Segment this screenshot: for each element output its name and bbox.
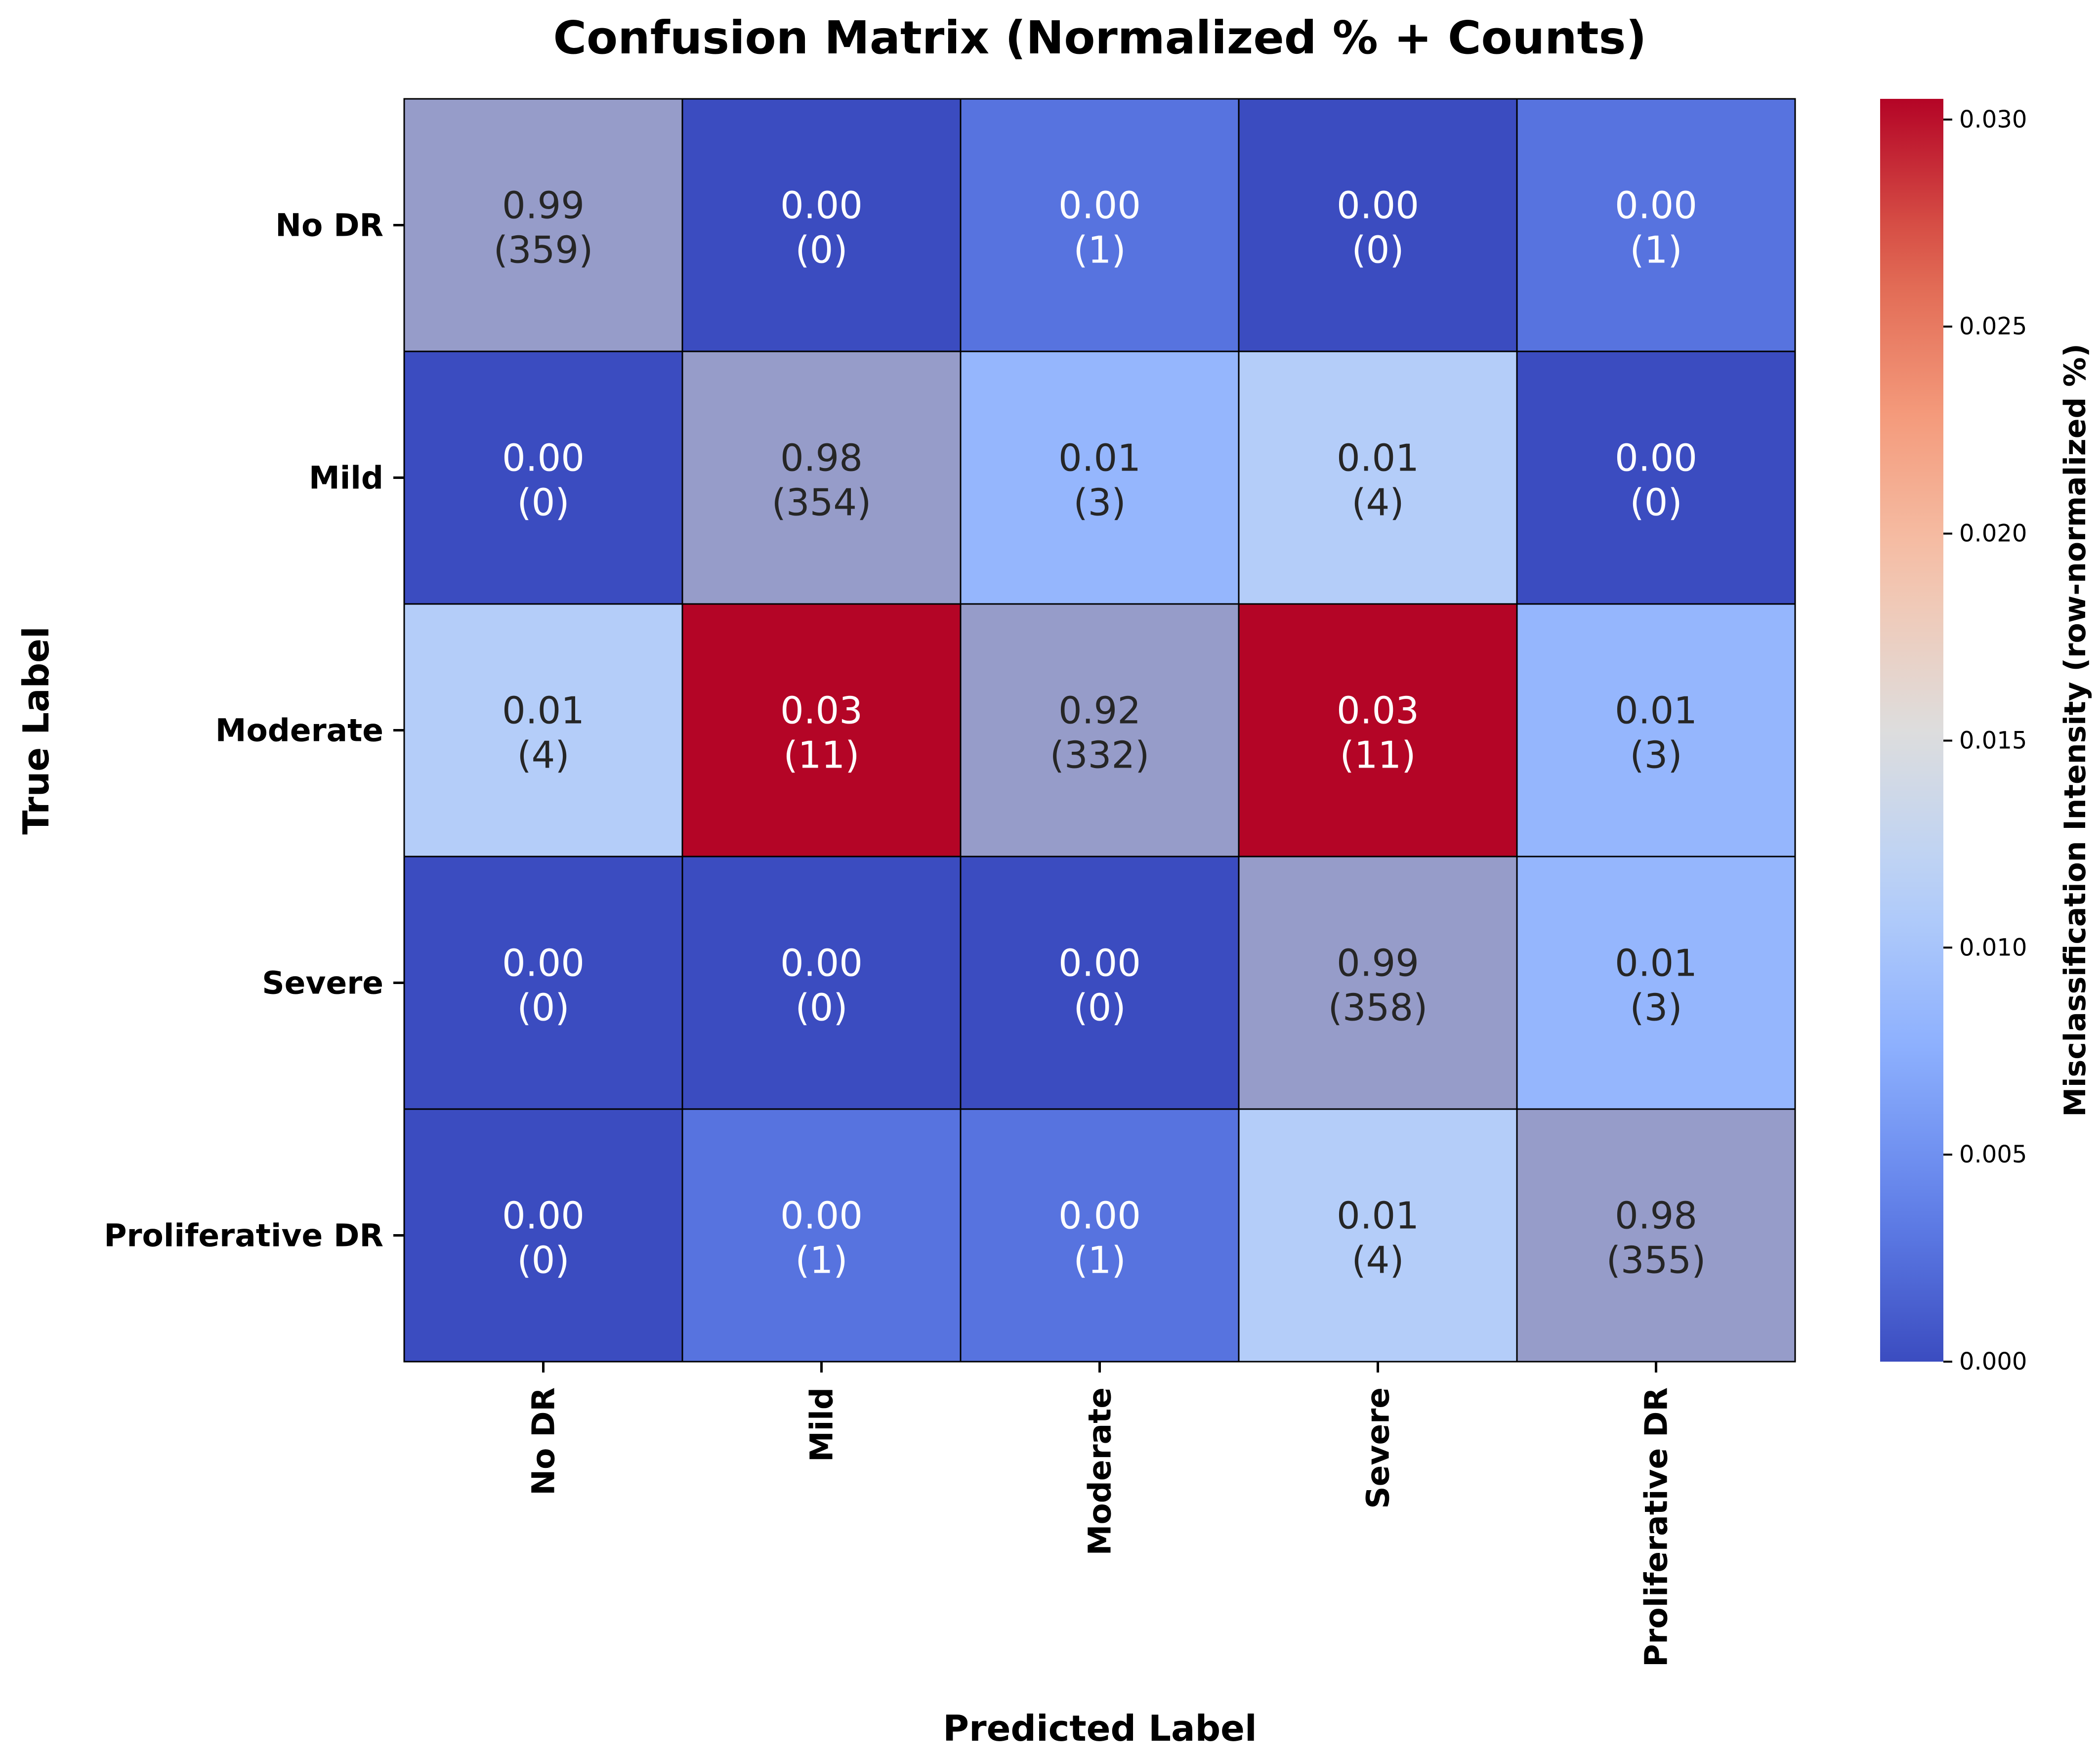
colorbar-tick-label: 0.010 — [1959, 934, 2027, 961]
heatmap-cell — [1238, 856, 1518, 1110]
heatmap-cell — [403, 1108, 683, 1363]
cell-count-label: (0) — [1073, 986, 1126, 1030]
cell-count-label: (1) — [1630, 228, 1682, 272]
cell-count-label: (4) — [517, 733, 569, 777]
cell-count-label: (3) — [1630, 733, 1682, 777]
cell-normalized-label: 0.00 — [502, 1194, 585, 1238]
cell-count-label: (3) — [1073, 481, 1126, 524]
cell-normalized-label: 0.00 — [1058, 942, 1141, 985]
cell-normalized-label: 0.03 — [1337, 689, 1419, 732]
cell-count-label: (11) — [1340, 733, 1416, 777]
colorbar-tick-label: 0.025 — [1959, 313, 2027, 341]
heatmap-cell — [681, 350, 962, 605]
cell-count-label: (332) — [1050, 733, 1150, 777]
cell-normalized-label: 0.00 — [1058, 1194, 1141, 1238]
colorbar-tick-label: 0.030 — [1959, 106, 2027, 133]
x-tick-label: Severe — [1360, 1387, 1396, 1509]
heatmap-grid: 0.99(359)0.00(0)0.00(1)0.00(0)0.00(1)0.0… — [403, 98, 1796, 1363]
cell-count-label: (0) — [795, 228, 847, 272]
x-axis: No DR Mild Moderate Severe Proliferative DR — [526, 1362, 1675, 1667]
cell-normalized-label: 0.00 — [1058, 184, 1141, 227]
y-axis-title: True Label — [15, 626, 57, 834]
cell-normalized-label: 0.00 — [1615, 436, 1697, 480]
y-tick-label: Proliferative DR — [104, 1218, 383, 1254]
cell-normalized-label: 0.92 — [1058, 689, 1141, 732]
cell-normalized-label: 0.00 — [1337, 184, 1419, 227]
cell-count-label: (0) — [795, 986, 847, 1030]
y-tick-label: No DR — [275, 208, 383, 244]
cell-normalized-label: 0.01 — [502, 689, 585, 732]
cell-count-label: (358) — [1328, 986, 1428, 1030]
cell-normalized-label: 0.00 — [502, 436, 585, 480]
heatmap-cell — [1516, 98, 1796, 352]
cell-normalized-label: 0.00 — [780, 1194, 863, 1238]
cell-count-label: (359) — [494, 228, 593, 272]
cell-count-label: (1) — [795, 1239, 847, 1282]
heatmap-cell — [1516, 856, 1796, 1110]
x-tick-label: No DR — [526, 1387, 562, 1496]
cell-normalized-label: 0.01 — [1615, 689, 1697, 732]
heatmap-cell — [403, 350, 683, 605]
cell-count-label: (0) — [517, 986, 569, 1030]
cell-normalized-label: 0.00 — [780, 184, 863, 227]
heatmap-cell — [960, 603, 1240, 858]
colorbar-tick-label: 0.000 — [1959, 1348, 2027, 1375]
heatmap-cell — [1516, 1108, 1796, 1363]
heatmap-cell — [681, 1108, 962, 1363]
cell-count-label: (11) — [784, 733, 860, 777]
cell-count-label: (1) — [1073, 1239, 1126, 1282]
heatmap-cell — [681, 603, 962, 858]
y-axis: No DR Mild Moderate Severe Proliferative DR — [104, 208, 404, 1254]
heatmap-cell — [403, 98, 683, 352]
cell-count-label: (355) — [1606, 1239, 1706, 1282]
cell-normalized-label: 0.98 — [780, 436, 863, 480]
x-axis-title: Predicted Label — [943, 1708, 1257, 1749]
cell-count-label: (3) — [1630, 986, 1682, 1030]
heatmap-cell — [681, 856, 962, 1110]
cell-normalized-label: 0.00 — [780, 942, 863, 985]
cell-normalized-label: 0.01 — [1337, 436, 1419, 480]
x-tick-label: Moderate — [1082, 1387, 1118, 1555]
cell-normalized-label: 0.00 — [502, 942, 585, 985]
y-tick-label: Severe — [262, 965, 383, 1001]
chart-title: Confusion Matrix (Normalized % + Counts) — [553, 11, 1647, 64]
heatmap-cell — [960, 856, 1240, 1110]
cell-count-label: (0) — [517, 1239, 569, 1282]
cell-count-label: (0) — [517, 481, 569, 524]
heatmap-cell — [1238, 603, 1518, 858]
colorbar-tick-label: 0.020 — [1959, 520, 2027, 548]
cell-normalized-label: 0.00 — [1615, 184, 1697, 227]
cell-count-label: (1) — [1073, 228, 1126, 272]
cell-count-label: (4) — [1351, 481, 1404, 524]
cell-normalized-label: 0.01 — [1337, 1194, 1419, 1238]
x-tick-label: Mild — [804, 1387, 840, 1462]
y-tick-label: Mild — [309, 460, 383, 496]
heatmap-cell — [960, 1108, 1240, 1363]
heatmap-cell — [1238, 98, 1518, 352]
heatmap-cell — [1516, 350, 1796, 605]
heatmap-cell — [960, 98, 1240, 352]
cell-normalized-label: 0.01 — [1615, 942, 1697, 985]
cell-count-label: (0) — [1351, 228, 1404, 272]
cell-normalized-label: 0.98 — [1615, 1194, 1697, 1238]
x-tick-label: Proliferative DR — [1638, 1387, 1675, 1667]
heatmap-cell — [681, 98, 962, 352]
colorbar-gradient — [1880, 99, 1943, 1362]
heatmap-cell — [960, 350, 1240, 605]
cell-count-label: (354) — [772, 481, 872, 524]
y-tick-label: Moderate — [215, 713, 383, 749]
colorbar-tick-label: 0.015 — [1959, 727, 2027, 754]
colorbar-title: Misclassification Intensity (row-normali… — [2058, 343, 2093, 1117]
colorbar-tick-label: 0.005 — [1959, 1141, 2027, 1168]
cell-normalized-label: 0.99 — [502, 184, 585, 227]
cell-normalized-label: 0.01 — [1058, 436, 1141, 480]
cell-normalized-label: 0.99 — [1337, 942, 1419, 985]
cell-count-label: (4) — [1351, 1239, 1404, 1282]
cell-normalized-label: 0.03 — [780, 689, 863, 732]
heatmap-cell — [1516, 603, 1796, 858]
colorbar: 0.000 0.005 0.010 0.015 0.020 0.025 0.030 Miscl… — [1880, 99, 2093, 1375]
cell-count-label: (0) — [1630, 481, 1682, 524]
